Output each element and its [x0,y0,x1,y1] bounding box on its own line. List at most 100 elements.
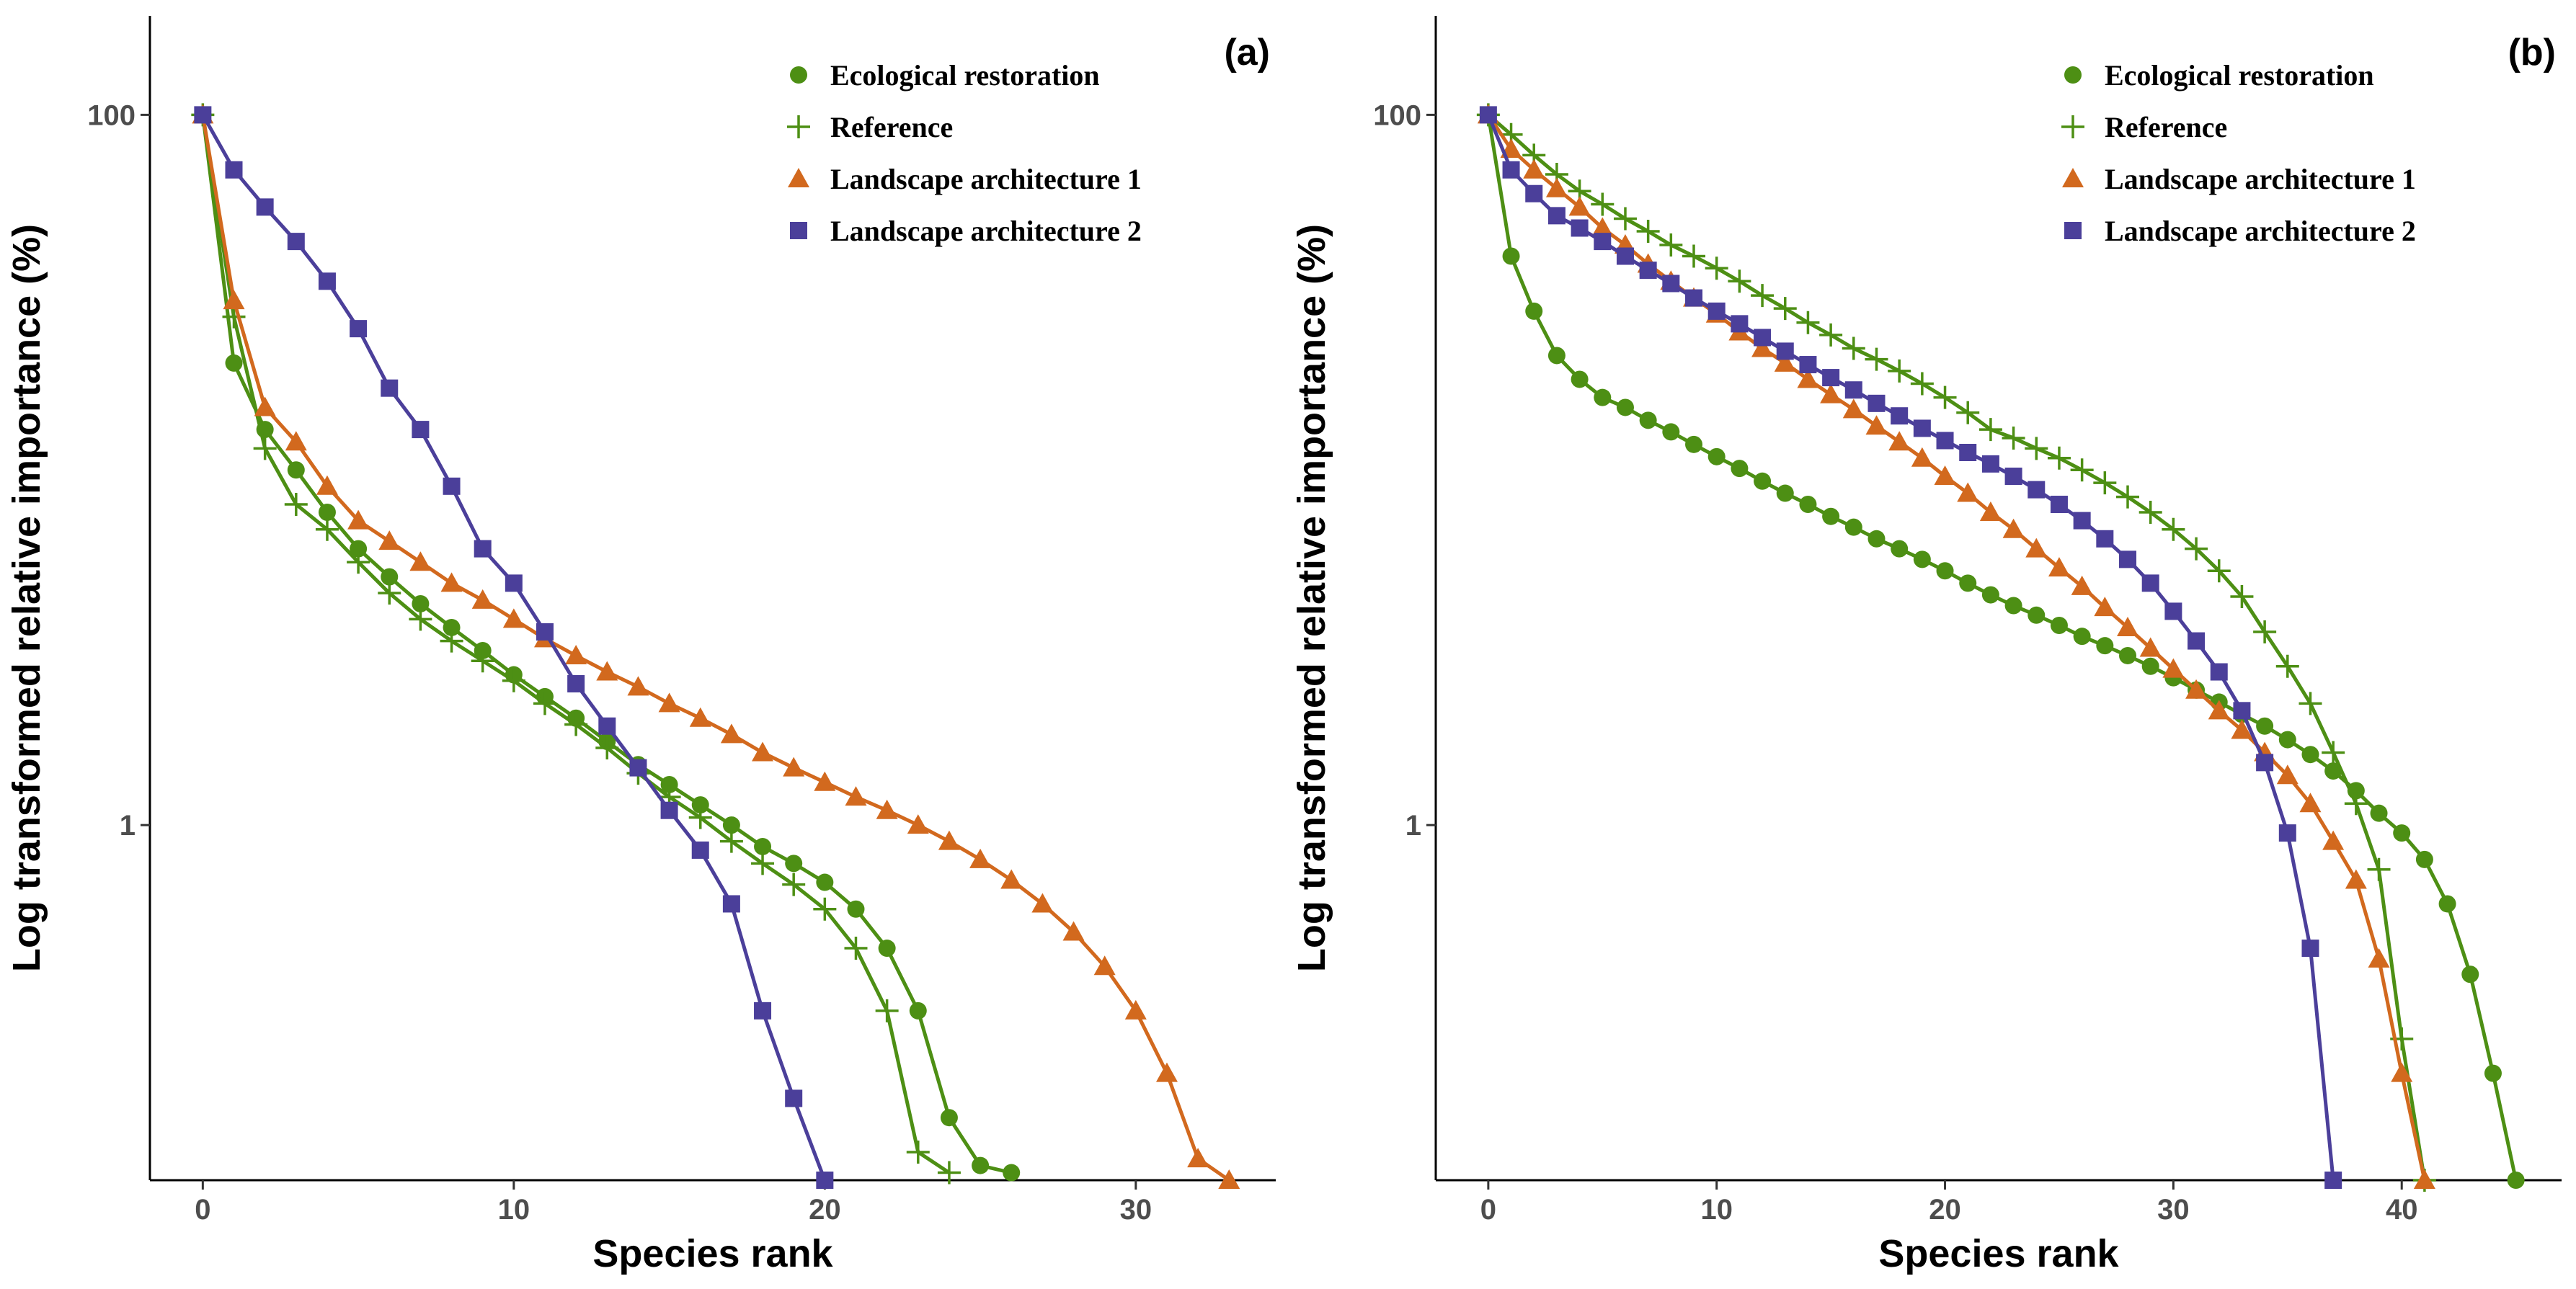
data-point [1796,311,1820,334]
data-point [754,1002,772,1020]
data-point [2117,616,2139,636]
data-point [2004,597,2022,615]
data-point [1774,352,1796,372]
series-line [200,114,1230,1182]
data-point [2413,1169,2435,1189]
series-landscape-architecture-2 [194,106,834,1189]
data-point [443,618,461,636]
x-tick-label: 30 [2157,1194,2190,1226]
data-point [847,900,865,918]
data-point [471,589,494,609]
data-point [1639,262,1657,280]
data-point [1911,447,1933,467]
data-point [2141,657,2159,675]
data-point [1591,217,1614,237]
legend-item: Reference [2061,111,2227,143]
data-point [938,830,960,850]
data-point [719,829,743,853]
data-point [972,1156,990,1174]
legend-label: Landscape architecture 2 [830,215,1142,247]
data-point [845,786,867,806]
data-point [754,837,772,855]
data-point [595,736,619,759]
data-point [909,1002,927,1020]
data-point [1591,192,1615,216]
data-point [2393,824,2411,842]
data-point [2070,458,2094,482]
y-tick-label: 1 [120,810,136,842]
legend-circle-icon [2064,66,2082,84]
data-point [1979,501,2002,522]
data-point [1659,233,1683,257]
data-point [1822,507,1840,525]
data-point [722,895,740,913]
data-point [691,841,709,859]
data-point [409,607,432,631]
data-point [783,757,805,777]
data-point [689,707,711,727]
data-point [1754,472,1772,490]
data-point [2185,537,2208,561]
y-tick-label: 1 [1405,810,1421,842]
data-point [1525,184,1543,202]
data-point [1187,1148,1209,1168]
data-point [2047,446,2071,470]
data-point [2138,501,2162,525]
data-point [1820,383,1842,403]
data-point [2461,965,2479,984]
legend-item: Ecological restoration [790,59,1100,92]
panel-label: (b) [2508,32,2556,73]
data-point [1751,284,1775,308]
data-point [412,594,430,612]
x-tick-label: 0 [1480,1194,1496,1226]
data-point [1525,302,1543,320]
data-point [1616,247,1634,265]
legend-plus-icon [2061,115,2084,138]
data-point [1822,369,1840,387]
data-point [2004,467,2022,485]
y-axis-title: Log transformed relative importance (%) [5,224,48,972]
data-point [1978,418,2002,442]
legend-circle-icon [790,66,807,84]
x-tick-label: 40 [2386,1194,2418,1226]
legend-label: Reference [830,111,953,143]
series-reference [1476,103,2436,1192]
data-point [1934,465,1956,485]
data-point [1707,302,1726,320]
data-point [2301,746,2319,764]
data-point [287,233,305,251]
data-point [2096,530,2114,548]
series-line [1487,113,2427,1181]
legend-label: Reference [2105,111,2227,143]
data-point [2438,895,2456,913]
data-point [1731,460,1749,478]
data-point [223,290,245,310]
series-line [1486,114,2427,1181]
data-point [443,477,461,495]
data-point [253,437,277,460]
data-point [876,799,898,819]
data-point [2253,620,2277,643]
data-point [2025,437,2048,460]
data-point [347,550,370,574]
data-point [318,272,336,290]
data-point [1568,196,1591,216]
data-point [2028,481,2046,499]
data-point [940,1109,958,1127]
data-point [536,623,554,641]
data-point [1523,159,1545,179]
data-point [1545,177,1568,197]
data-point [315,517,339,541]
y-tick-label: 100 [87,99,136,131]
data-point [2025,538,2048,558]
data-point [318,504,336,522]
data-point [1844,518,1862,536]
data-point [2231,719,2253,739]
data-point [1682,244,1706,268]
data-point [2256,717,2274,735]
data-point [1616,398,1634,416]
data-point [752,741,774,762]
data-point [2322,830,2345,850]
legend-plus-icon [787,115,810,138]
legend-triangle-icon [2062,168,2084,187]
